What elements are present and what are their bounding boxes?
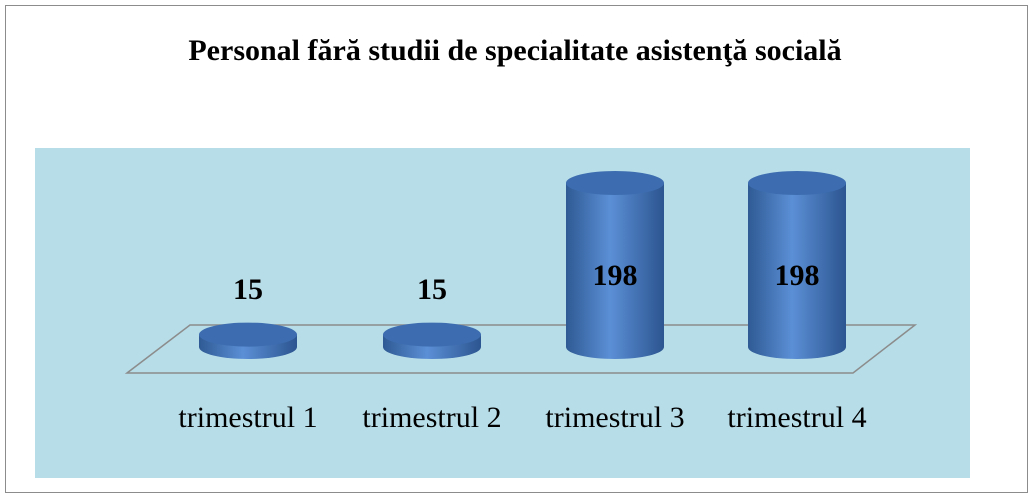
data-label: 198 xyxy=(592,259,638,292)
cylinder-body xyxy=(566,183,664,359)
x-tick-label: trimestrul 1 xyxy=(178,401,318,434)
cylinder-body xyxy=(748,183,846,359)
cylinder-top xyxy=(199,322,297,347)
x-tick-label: trimestrul 3 xyxy=(545,401,685,434)
chart-title: Personal fără studii de specialitate asi… xyxy=(188,34,842,67)
data-label: 198 xyxy=(774,259,820,292)
cylinder-top xyxy=(383,322,481,347)
floor xyxy=(124,324,918,374)
x-tick-label: trimestrul 4 xyxy=(727,401,867,434)
cylinder-top xyxy=(748,171,846,195)
data-label: 15 xyxy=(417,272,447,306)
cylinder-top xyxy=(566,171,664,195)
data-label: 15 xyxy=(233,272,263,306)
x-tick-label: trimestrul 2 xyxy=(362,401,502,434)
